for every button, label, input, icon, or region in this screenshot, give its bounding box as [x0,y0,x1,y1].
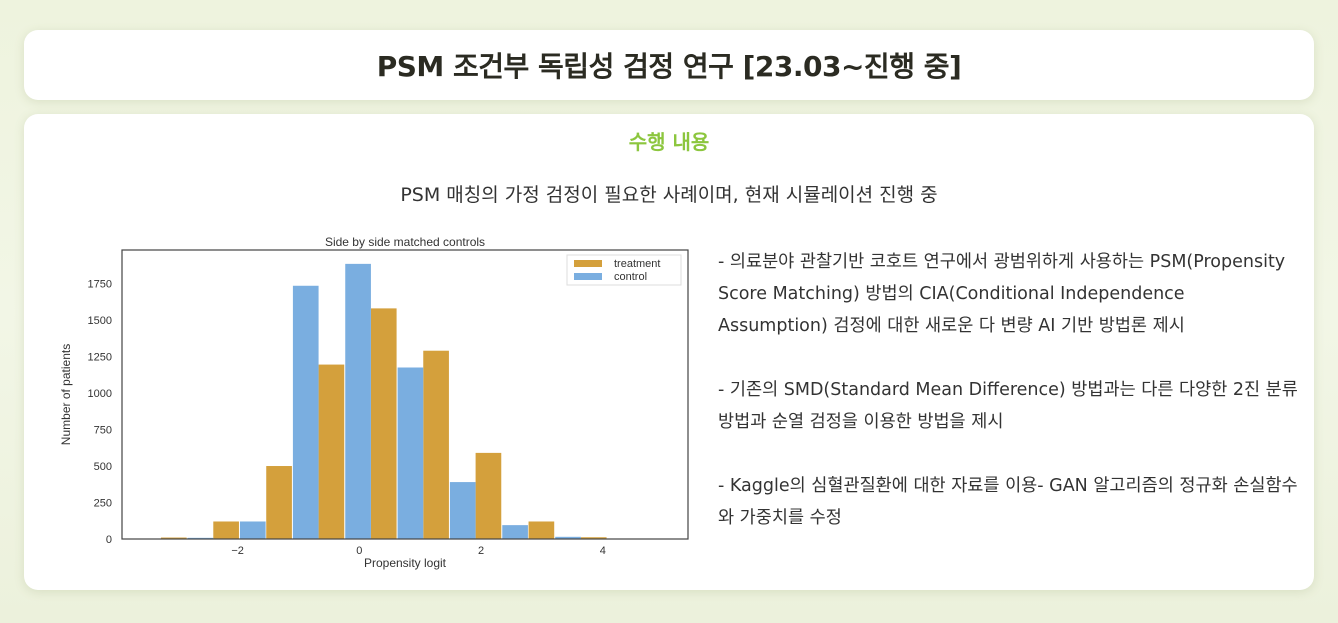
content-card: 수행 내용 PSM 매칭의 가정 검정이 필요한 사례이며, 현재 시뮬레이션 … [24,114,1314,590]
bar-control [502,525,528,539]
bar-treatment [266,466,292,539]
legend-swatch-treatment [574,260,602,267]
y-tick-label: 1000 [88,388,112,400]
header-card: PSM 조건부 독립성 검정 연구 [23.03~진행 중] [24,30,1314,100]
bar-treatment [580,537,607,539]
bar-treatment [528,521,555,539]
legend-swatch-control [574,273,602,280]
y-tick-label: 1500 [88,315,112,327]
y-tick-label: 250 [94,498,112,510]
bar-treatment [318,364,345,539]
section-title: 수행 내용 [628,130,710,154]
y-axis-label: Number of patients [59,344,73,445]
x-axis-label: Propensity logit [364,556,447,570]
x-tick-label: 0 [356,545,362,557]
y-tick-label: 500 [94,461,112,473]
y-tick-label: 0 [106,534,112,546]
bar-treatment [423,350,449,539]
x-tick-label: −2 [231,545,244,557]
histogram-chart: Side by side matched controls −2 0 2 4 0 250 50… [59,235,689,570]
page-title: PSM 조건부 독립성 검정 연구 [23.03~진행 중] [376,50,962,83]
bar-control [449,482,476,539]
bar-treatment [160,537,187,539]
y-tick-label: 1750 [88,279,112,291]
bullet-list: - 의료분야 관찰기반 코호트 연구에서 광범위하게 사용하는 PSM(Prop… [718,246,1298,566]
bullet-item: - 기존의 SMD(Standard Mean Difference) 방법과는… [718,380,1298,432]
legend-label-control: control [614,271,647,283]
x-tick-label: 4 [600,545,606,557]
y-tick-label: 750 [94,425,112,437]
bar-control [292,285,319,539]
subtitle: PSM 매칭의 가정 검정이 필요한 사례이며, 현재 시뮬레이션 진행 중 [400,184,938,206]
chart-title: Side by side matched controls [325,235,485,249]
plot-frame [121,249,689,540]
y-tick-label: 1250 [88,352,112,364]
bullet-item: - Kaggle의 심혈관질환에 대한 자료를 이용- GAN 알고리즘의 정규… [718,476,1298,528]
bar-control [239,521,266,539]
bar-control [345,263,371,539]
bullet-item: - 의료분야 관찰기반 코호트 연구에서 광범위하게 사용하는 PSM(Prop… [718,252,1286,336]
bar-control [397,367,424,539]
bar-treatment [475,452,502,539]
bar-treatment [213,521,239,539]
x-tick-label: 2 [478,545,484,557]
legend-label-treatment: treatment [614,258,660,270]
bar-treatment [370,308,397,539]
bar-control [555,536,581,539]
